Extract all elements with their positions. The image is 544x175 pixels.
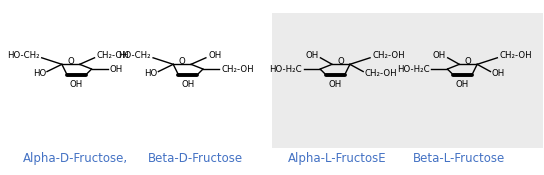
Bar (272, 13, 542, 148)
Text: HO-H₂C: HO-H₂C (397, 65, 429, 74)
Text: CH₂-OH: CH₂-OH (499, 51, 532, 60)
Text: HO-H₂C: HO-H₂C (269, 65, 302, 74)
Text: HO: HO (144, 69, 157, 78)
Text: Alpha-D-Fructose,: Alpha-D-Fructose, (23, 152, 128, 165)
Text: OH: OH (491, 69, 505, 78)
Text: Alpha-L-FructosE: Alpha-L-FructosE (288, 152, 387, 165)
Text: OH: OH (329, 80, 342, 89)
Text: CH₂-OH: CH₂-OH (372, 51, 405, 60)
Text: HO-CH₂: HO-CH₂ (119, 51, 151, 60)
Text: OH: OH (70, 80, 83, 89)
Text: OH: OH (181, 80, 195, 89)
Text: Beta-D-Fructose: Beta-D-Fructose (147, 152, 243, 165)
Text: O: O (338, 57, 344, 66)
Text: HO-CH₂: HO-CH₂ (7, 51, 40, 60)
Text: O: O (67, 57, 74, 66)
Text: OH: OH (305, 51, 318, 60)
Text: CH₂-OH: CH₂-OH (97, 51, 129, 60)
Text: O: O (465, 57, 472, 66)
Text: Beta-L-Fructose: Beta-L-Fructose (413, 152, 505, 165)
Text: OH: OH (456, 80, 469, 89)
Text: OH: OH (110, 65, 123, 74)
Text: OH: OH (432, 51, 446, 60)
Text: CH₂-OH: CH₂-OH (364, 69, 397, 78)
Text: HO: HO (33, 69, 46, 78)
Text: OH: OH (208, 51, 221, 60)
Text: O: O (179, 57, 186, 66)
Text: CH₂-OH: CH₂-OH (221, 65, 254, 74)
